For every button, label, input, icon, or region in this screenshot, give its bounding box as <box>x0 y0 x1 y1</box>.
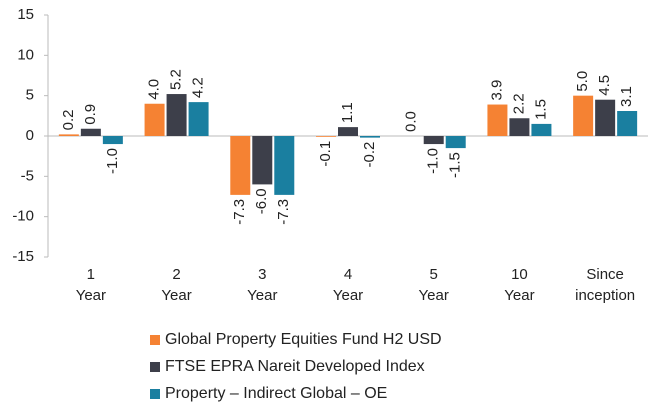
bar <box>230 136 251 195</box>
y-tick-label: -15 <box>12 248 34 265</box>
legend-swatch <box>150 335 160 345</box>
y-tick-label: 5 <box>26 87 34 104</box>
value-label: -1.0 <box>104 148 121 174</box>
y-tick-label: 0 <box>26 127 34 144</box>
bar <box>316 136 336 137</box>
bar <box>58 134 79 136</box>
bar <box>595 99 616 136</box>
x-tick-label: Year <box>247 287 277 304</box>
bar <box>531 123 552 136</box>
x-tick-label: inception <box>575 287 635 304</box>
value-label: -1.5 <box>447 152 464 178</box>
bar <box>102 136 123 145</box>
value-label: 3.1 <box>618 86 635 107</box>
value-label: 1.1 <box>339 102 356 123</box>
legend-label: FTSE EPRA Nareit Developed Index <box>165 358 425 375</box>
x-tick-label: 4 <box>344 266 352 283</box>
bar <box>144 103 165 136</box>
x-tick-label: 1 <box>87 266 95 283</box>
value-label: -0.1 <box>317 141 334 167</box>
x-tick-label: Year <box>76 287 106 304</box>
bar <box>252 136 273 185</box>
bar <box>360 136 380 138</box>
x-tick-label: 3 <box>258 266 266 283</box>
legend-swatch <box>150 362 160 372</box>
y-tick-label: -10 <box>12 208 34 225</box>
bar <box>487 104 508 136</box>
x-tick-label: Year <box>161 287 191 304</box>
value-label: 1.5 <box>532 99 549 120</box>
value-label: 4.2 <box>190 77 207 98</box>
bar <box>423 136 444 145</box>
bar <box>166 94 187 136</box>
bar <box>617 110 638 136</box>
bar <box>338 127 358 136</box>
value-label: 3.9 <box>488 80 505 101</box>
x-tick-label: Year <box>504 287 534 304</box>
value-label: 5.0 <box>574 71 591 92</box>
bar <box>274 136 295 195</box>
value-label: 4.0 <box>146 79 163 100</box>
value-label: -1.0 <box>425 148 442 174</box>
bar <box>188 102 209 136</box>
value-label: 5.2 <box>168 69 185 90</box>
value-label: 0.2 <box>60 110 77 131</box>
value-label: -7.3 <box>275 199 292 225</box>
y-tick-label: -5 <box>21 167 34 184</box>
value-label: 4.5 <box>596 75 613 96</box>
value-label: -0.2 <box>361 142 378 168</box>
legend-swatch <box>150 389 160 399</box>
bar <box>80 128 101 136</box>
x-tick-label: Since <box>586 266 624 283</box>
x-tick-label: 10 <box>511 266 528 283</box>
value-label: 0.0 <box>403 111 420 132</box>
value-label: 0.9 <box>82 104 99 125</box>
y-tick-label: 15 <box>17 6 34 23</box>
bar <box>445 136 466 149</box>
legend-label: Global Property Equities Fund H2 USD <box>165 331 442 348</box>
value-label: -7.3 <box>231 199 248 225</box>
x-tick-label: Year <box>419 287 449 304</box>
legend-label: Property – Indirect Global – OE <box>165 385 387 402</box>
bar <box>509 118 530 136</box>
bar <box>573 95 594 136</box>
x-tick-label: 5 <box>430 266 438 283</box>
value-label: -6.0 <box>253 188 270 214</box>
y-tick-label: 10 <box>17 46 34 63</box>
x-tick-label: 2 <box>172 266 180 283</box>
value-label: 2.2 <box>510 93 527 114</box>
x-tick-label: Year <box>333 287 363 304</box>
